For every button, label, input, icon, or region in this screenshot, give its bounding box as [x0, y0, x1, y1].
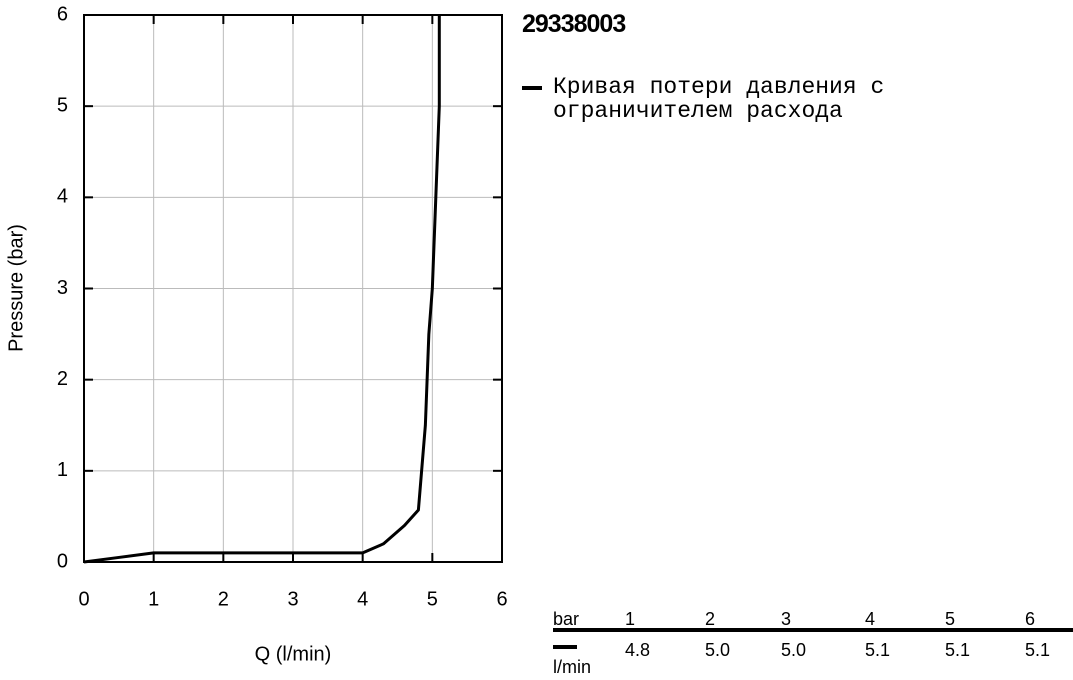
table-cell: 5.1	[865, 640, 891, 660]
table-header-cell: 3	[781, 609, 792, 629]
x-tick-label: 5	[427, 588, 438, 610]
table-legend-symbol	[553, 645, 577, 649]
chart: Q (l/min) Pressure (bar) 0 1 2 3 4 5 6 0 1 2 3 4 5 6	[5, 3, 507, 665]
table-cell: 4.8	[625, 640, 651, 660]
x-axis-label: Q (l/min)	[255, 643, 332, 665]
y-axis-label: Pressure (bar)	[5, 224, 27, 352]
table-cell: 5.0	[705, 640, 731, 660]
table-header-cell: bar	[553, 609, 580, 629]
x-tick-label: 6	[496, 588, 507, 610]
y-tick-label: 4	[57, 186, 68, 208]
data-line	[83, 15, 441, 564]
x-tick-label: 3	[287, 588, 298, 610]
table-rule	[553, 628, 1073, 632]
y-tick-label: 3	[57, 277, 68, 299]
x-tick-label: 1	[148, 588, 159, 610]
chart-title: 29338003	[522, 10, 626, 38]
y-tick-label: 5	[57, 94, 68, 116]
y-tick-label: 6	[57, 3, 68, 25]
table-header-cell: 2	[705, 609, 716, 629]
table-row-unit: l/min	[553, 657, 592, 677]
table-header-cell: 1	[625, 609, 636, 629]
legend-label: Кривая потери давления с ограничителем р…	[553, 74, 885, 124]
table-cell: 5.0	[781, 640, 807, 660]
y-tick-label: 0	[57, 550, 68, 572]
table-cell: 5.1	[1025, 640, 1051, 660]
x-tick-label: 4	[357, 588, 368, 610]
y-tick-label: 1	[57, 459, 68, 481]
table-cell: 5.1	[945, 640, 971, 660]
y-tick-label: 2	[57, 368, 68, 390]
plot-frame	[83, 14, 503, 563]
legend-symbol	[522, 86, 542, 90]
table-header-cell: 4	[865, 609, 876, 629]
x-tick-label: 2	[218, 588, 229, 610]
x-tick-label: 0	[78, 588, 89, 610]
table-header-cell: 6	[1025, 609, 1036, 629]
table-header-cell: 5	[945, 609, 956, 629]
